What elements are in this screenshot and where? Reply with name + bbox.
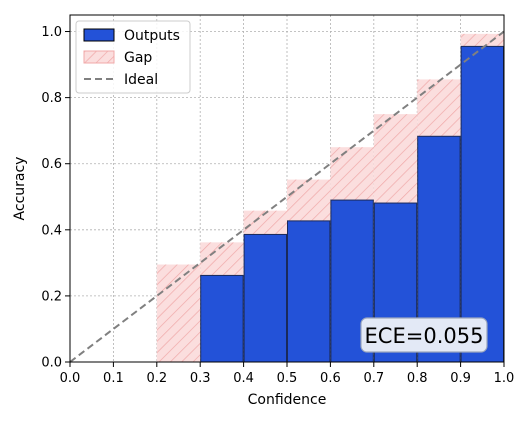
legend-swatch-gap — [83, 50, 115, 64]
ece-annotation: ECE=0.055 — [360, 317, 488, 353]
y-tick-label: 1.0 — [41, 25, 62, 40]
gap-bar — [156, 264, 201, 362]
output-bar — [200, 274, 244, 363]
output-bars — [200, 45, 505, 363]
gap-bar — [460, 33, 504, 47]
gap-bar — [330, 147, 374, 201]
y-tick-label: 0.6 — [41, 157, 62, 172]
ideal-line — [69, 30, 505, 363]
x-axis-title: Confidence — [248, 392, 327, 408]
x-tick-label: 0.4 — [233, 371, 254, 386]
legend-label-gap: Gap — [124, 50, 152, 66]
output-bar — [460, 45, 505, 363]
legend-swatch-outputs — [83, 28, 115, 42]
axis-ticks: 0.0 0.1 0.2 0.3 0.4 0.5 0.6 0.7 0.8 0.9 1.0 0.0 0.2 0… — [41, 25, 514, 386]
gap-bar — [373, 114, 418, 204]
output-bar — [287, 220, 331, 363]
y-tick-label: 0.4 — [41, 223, 62, 238]
legend-label-ideal: Ideal — [124, 72, 158, 88]
output-bar — [243, 233, 288, 363]
x-tick-label: 0.1 — [103, 371, 124, 386]
x-tick-label: 0.3 — [190, 371, 211, 386]
x-tick-label: 0.8 — [407, 371, 428, 386]
y-tick-label: 0.2 — [41, 289, 62, 304]
x-tick-label: 0.9 — [450, 371, 471, 386]
gap-bars — [156, 33, 504, 362]
gap-bar — [243, 210, 287, 235]
gap-bar — [200, 242, 244, 276]
gap-bar — [417, 79, 461, 137]
y-axis-title: Accuracy — [12, 157, 28, 221]
ece-value: ECE=0.055 — [365, 324, 484, 348]
x-tick-label: 0.6 — [320, 371, 341, 386]
x-tick-label: 0.7 — [363, 371, 384, 386]
x-tick-label: 0.0 — [60, 371, 81, 386]
y-tick-label: 0.0 — [41, 356, 62, 371]
y-tick-label: 0.8 — [41, 91, 62, 106]
legend: Outputs Gap Ideal — [75, 20, 191, 94]
x-tick-label: 0.2 — [146, 371, 167, 386]
gap-bar — [287, 179, 331, 221]
legend-label-outputs: Outputs — [124, 28, 180, 44]
x-tick-label: 1.0 — [494, 371, 515, 386]
x-tick-label: 0.5 — [277, 371, 298, 386]
